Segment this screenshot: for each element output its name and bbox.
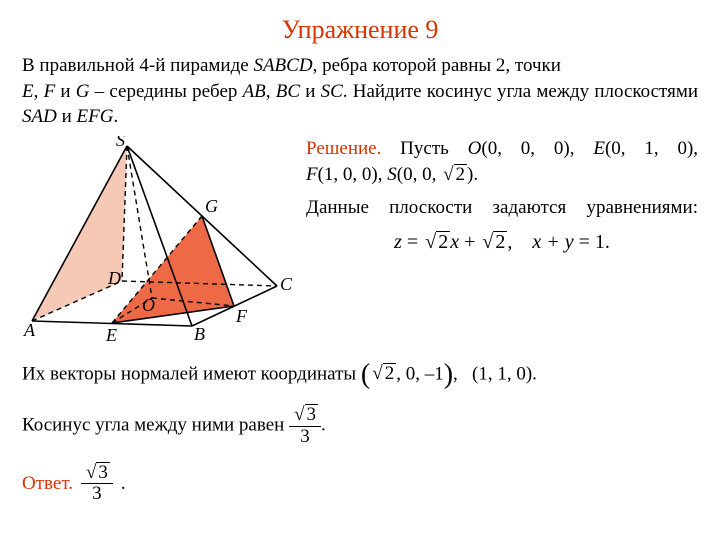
normals-line: Их векторы нормалей имеют координаты (2,…: [22, 356, 698, 394]
plane-equations: z = 2x + 2, x + y = 1.: [306, 229, 698, 256]
svg-text:E: E: [105, 325, 117, 345]
sqrt: 2: [441, 162, 467, 188]
var: F: [44, 81, 56, 102]
text: и: [57, 106, 77, 127]
svg-text:B: B: [194, 324, 205, 344]
cosine-line: Косинус угла между ними равен 33.: [22, 404, 698, 448]
svg-text:S: S: [116, 136, 125, 150]
text: Пусть: [381, 138, 467, 159]
pyramid-diagram: S A B C D E F G O: [22, 136, 292, 346]
text: и: [300, 81, 321, 102]
svg-text:G: G: [205, 196, 218, 216]
var: O: [468, 138, 482, 159]
var: G: [76, 81, 90, 102]
answer-line: Ответ. 33.: [22, 462, 698, 506]
var: EFG: [77, 106, 114, 127]
var: BC: [276, 81, 300, 102]
svg-text:F: F: [235, 306, 248, 326]
solution-block: Решение. Пусть O(0, 0, 0), E(0, 1, 0), F…: [306, 136, 698, 260]
svg-text:O: O: [142, 295, 155, 315]
text: ,: [266, 81, 276, 102]
text: . Найдите косинус угла между плоскостями: [343, 81, 698, 102]
text: и: [55, 81, 76, 102]
var: SC: [321, 81, 343, 102]
exercise-title: Упражнение 9: [22, 12, 698, 47]
var: F: [306, 164, 318, 185]
text: Данные плоскости задаются уравнениями:: [306, 197, 698, 218]
text: (1, 1, 0).: [472, 363, 537, 384]
text: , 0, –1: [396, 363, 444, 384]
text: .: [321, 414, 326, 435]
text: .: [121, 471, 126, 497]
var: S: [387, 164, 397, 185]
text: (0, 1, 0),: [605, 138, 698, 159]
text: Их векторы нормалей имеют координаты: [22, 363, 361, 384]
var: E: [22, 81, 34, 102]
problem-statement: В правильной 4-й пирамиде SABCD, ребра к…: [22, 53, 698, 130]
var: SAD: [22, 106, 57, 127]
text: .: [113, 106, 118, 127]
var: E: [593, 138, 605, 159]
text: В правильной 4-й пирамиде: [22, 55, 253, 76]
var: SABCD: [253, 55, 312, 76]
text: Косинус угла между ними равен: [22, 414, 289, 435]
text: ,: [34, 81, 44, 102]
solution-label: Решение.: [306, 138, 381, 159]
svg-text:C: C: [280, 274, 292, 294]
text: , ребра которой равны 2, точки: [313, 55, 561, 76]
answer-label: Ответ.: [22, 471, 73, 497]
text: ).: [467, 164, 478, 185]
text: – середины ребер: [89, 81, 242, 102]
var: AB: [243, 81, 266, 102]
text: (0, 0,: [397, 164, 441, 185]
text: (0, 0, 0),: [481, 138, 593, 159]
svg-text:D: D: [107, 268, 121, 288]
text: (1, 0, 0),: [318, 164, 388, 185]
svg-text:A: A: [23, 320, 36, 340]
